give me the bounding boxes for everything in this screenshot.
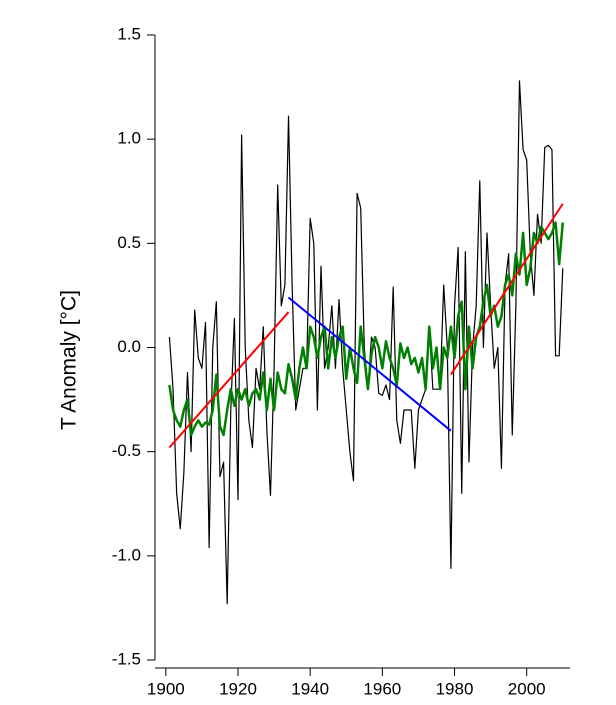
y-tick-label: 0.0: [117, 337, 141, 356]
series-line: [450, 203, 564, 376]
x-tick-label: 1940: [291, 679, 329, 698]
x-tick-label: 1960: [363, 679, 401, 698]
series-line: [168, 80, 564, 605]
x-tick-label: 1900: [147, 679, 185, 698]
y-tick-label: 1.5: [117, 24, 141, 43]
y-axis-label: T Anomaly [°C]: [58, 290, 81, 430]
y-tick-label: 0.5: [117, 233, 141, 252]
y-tick-label: -0.5: [112, 441, 141, 460]
y-tick-label: -1.5: [112, 649, 141, 668]
series-line: [287, 296, 452, 432]
y-tick-label: 1.0: [117, 129, 141, 148]
y-tick-label: -1.0: [112, 545, 141, 564]
series-line: [168, 311, 290, 449]
series-line: [168, 221, 565, 437]
x-tick-label: 1920: [219, 679, 257, 698]
x-tick-label: 2000: [508, 679, 546, 698]
x-tick-label: 1980: [436, 679, 474, 698]
